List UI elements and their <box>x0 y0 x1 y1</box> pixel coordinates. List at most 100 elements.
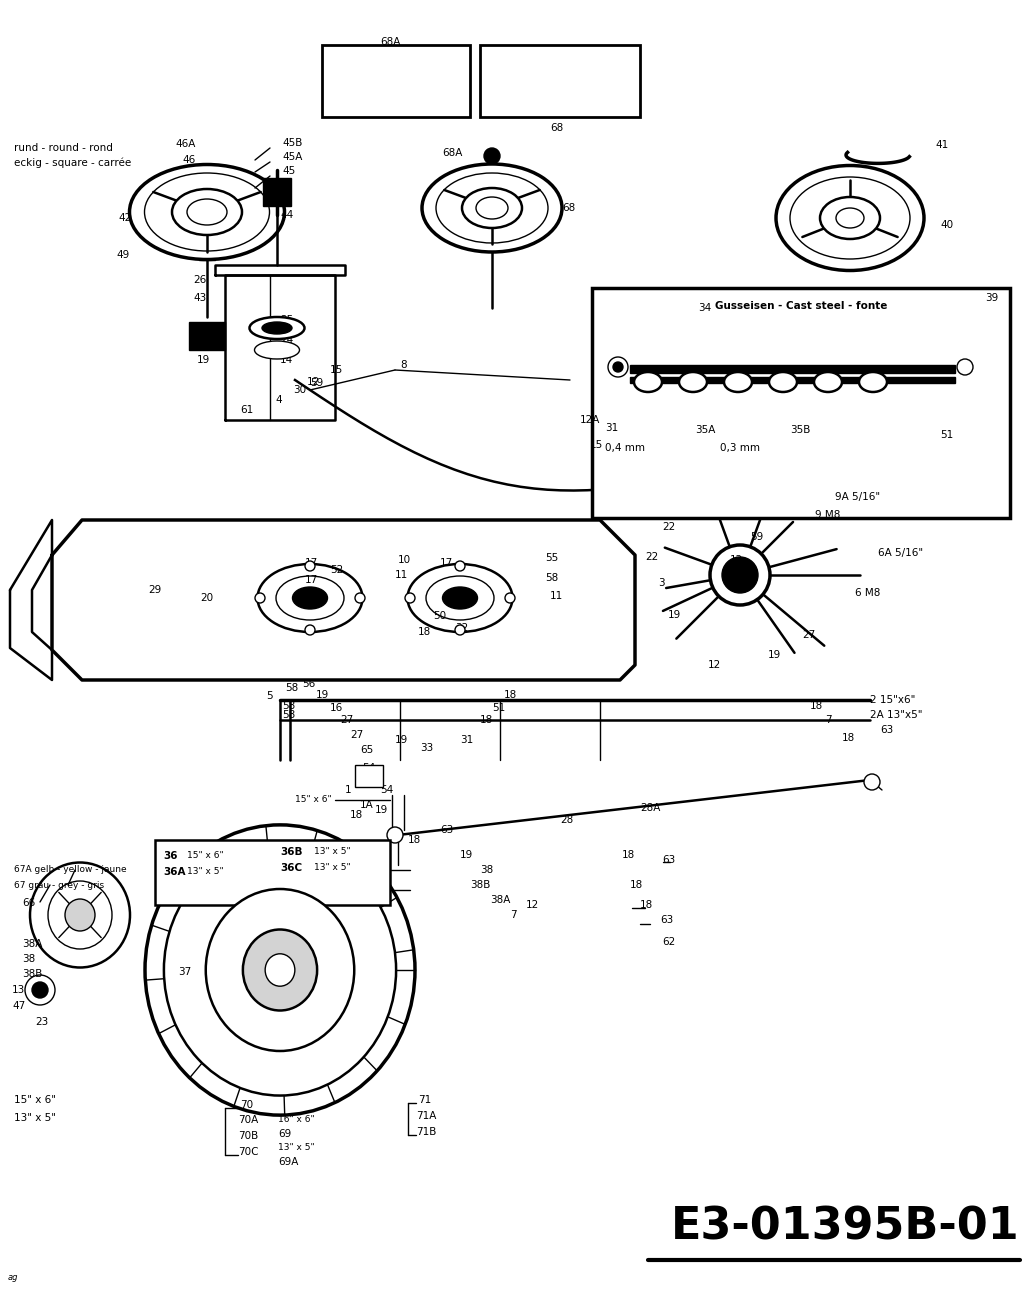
Ellipse shape <box>355 593 365 603</box>
Text: 13" x 5": 13" x 5" <box>314 864 351 873</box>
Text: 12: 12 <box>526 900 540 910</box>
Text: 65: 65 <box>360 745 374 755</box>
Text: 8: 8 <box>400 360 407 371</box>
Text: 68A: 68A <box>442 148 462 158</box>
Text: 66: 66 <box>22 899 35 908</box>
Text: 9A 5/16": 9A 5/16" <box>835 492 880 502</box>
Ellipse shape <box>791 177 910 259</box>
Text: 13" x 5": 13" x 5" <box>187 868 224 877</box>
Text: 40: 40 <box>940 219 954 230</box>
Text: 28A: 28A <box>640 803 660 813</box>
Text: 68: 68 <box>562 203 575 213</box>
Ellipse shape <box>265 954 295 986</box>
Text: 20: 20 <box>200 593 214 603</box>
Text: 9 M8: 9 M8 <box>815 510 840 520</box>
Text: 19: 19 <box>395 735 409 745</box>
Ellipse shape <box>422 164 562 252</box>
Text: 19: 19 <box>316 689 329 700</box>
Text: 19: 19 <box>768 649 781 660</box>
Text: 69A: 69A <box>278 1157 298 1167</box>
Text: 51: 51 <box>940 430 954 440</box>
Ellipse shape <box>476 198 508 219</box>
Text: 67 grau - grey - gris: 67 grau - grey - gris <box>14 882 104 891</box>
Text: 26: 26 <box>194 275 207 285</box>
Text: 19: 19 <box>668 611 681 620</box>
Ellipse shape <box>722 556 757 593</box>
Text: 52: 52 <box>330 565 344 574</box>
Text: uses Ref. 68A: uses Ref. 68A <box>520 74 600 83</box>
Text: 48: 48 <box>212 325 225 334</box>
Ellipse shape <box>255 593 265 603</box>
Text: 59: 59 <box>310 378 323 389</box>
Ellipse shape <box>864 775 880 790</box>
Text: 18: 18 <box>480 715 493 726</box>
Ellipse shape <box>262 321 292 334</box>
Text: 67A gelb - yellow - jaune: 67A gelb - yellow - jaune <box>14 865 127 874</box>
Ellipse shape <box>49 880 112 949</box>
Text: 18: 18 <box>810 701 824 711</box>
Ellipse shape <box>820 198 880 239</box>
Text: 51: 51 <box>492 704 506 713</box>
Ellipse shape <box>710 545 770 605</box>
Text: rund - round - rond: rund - round - rond <box>14 143 112 154</box>
Text: 54: 54 <box>362 763 376 773</box>
Text: 41: 41 <box>935 139 948 150</box>
Text: 16" x 6": 16" x 6" <box>278 1115 315 1124</box>
Text: 38A: 38A <box>490 895 511 905</box>
Text: 15: 15 <box>590 440 604 451</box>
Bar <box>630 377 955 383</box>
Text: 63: 63 <box>660 915 673 924</box>
Bar <box>189 321 225 350</box>
Text: 54: 54 <box>380 785 393 795</box>
Text: 27: 27 <box>802 630 815 640</box>
Text: 38: 38 <box>22 954 35 964</box>
Text: 15" x 6": 15" x 6" <box>14 1095 56 1105</box>
Text: 36A: 36A <box>163 868 186 877</box>
Ellipse shape <box>724 372 752 392</box>
Text: 46A: 46A <box>175 139 195 148</box>
Text: 68: 68 <box>550 123 563 133</box>
Ellipse shape <box>679 372 707 392</box>
Text: 17: 17 <box>440 558 453 568</box>
Ellipse shape <box>814 372 842 392</box>
Text: 45: 45 <box>282 167 295 176</box>
Text: 11: 11 <box>395 571 409 580</box>
Text: 71A: 71A <box>416 1112 437 1121</box>
Text: rund mit Stift: rund mit Stift <box>356 58 436 68</box>
Text: 27: 27 <box>350 729 363 740</box>
Bar <box>630 365 955 373</box>
Text: 13" x 5": 13" x 5" <box>314 847 351 856</box>
Text: 18: 18 <box>842 733 856 744</box>
Text: 13" x 5": 13" x 5" <box>278 1144 315 1153</box>
Text: 25: 25 <box>280 315 293 325</box>
Text: 12: 12 <box>307 377 320 387</box>
Text: 6A 5/16": 6A 5/16" <box>878 547 924 558</box>
Text: 13: 13 <box>12 985 25 995</box>
Text: utilise Ref. 68A: utilise Ref. 68A <box>515 88 605 98</box>
Ellipse shape <box>187 199 227 225</box>
Text: ag: ag <box>8 1273 19 1282</box>
Text: 18: 18 <box>418 627 431 636</box>
Ellipse shape <box>405 593 415 603</box>
Text: round with sprig: round with sprig <box>348 74 445 83</box>
Bar <box>155 840 390 905</box>
Ellipse shape <box>65 899 95 931</box>
Text: 15" x 6": 15" x 6" <box>295 795 331 804</box>
Text: 31: 31 <box>605 423 618 432</box>
Text: 36: 36 <box>163 851 178 861</box>
Text: rond avec goupille: rond avec goupille <box>342 88 451 98</box>
Text: E3-01395B-01: E3-01395B-01 <box>671 1205 1020 1248</box>
Text: 71: 71 <box>418 1095 431 1105</box>
Ellipse shape <box>859 372 886 392</box>
Text: 70: 70 <box>240 1100 253 1110</box>
Ellipse shape <box>164 844 396 1096</box>
Text: Gusseisen - Cast steel - fonte: Gusseisen - Cast steel - fonte <box>715 301 888 311</box>
Ellipse shape <box>258 564 362 633</box>
Ellipse shape <box>426 576 494 620</box>
Text: 61: 61 <box>240 405 253 414</box>
Text: 70A: 70A <box>238 1115 258 1124</box>
Text: 63: 63 <box>662 855 675 865</box>
Bar <box>263 178 291 207</box>
Text: 56: 56 <box>302 679 315 689</box>
Text: 18: 18 <box>350 809 363 820</box>
